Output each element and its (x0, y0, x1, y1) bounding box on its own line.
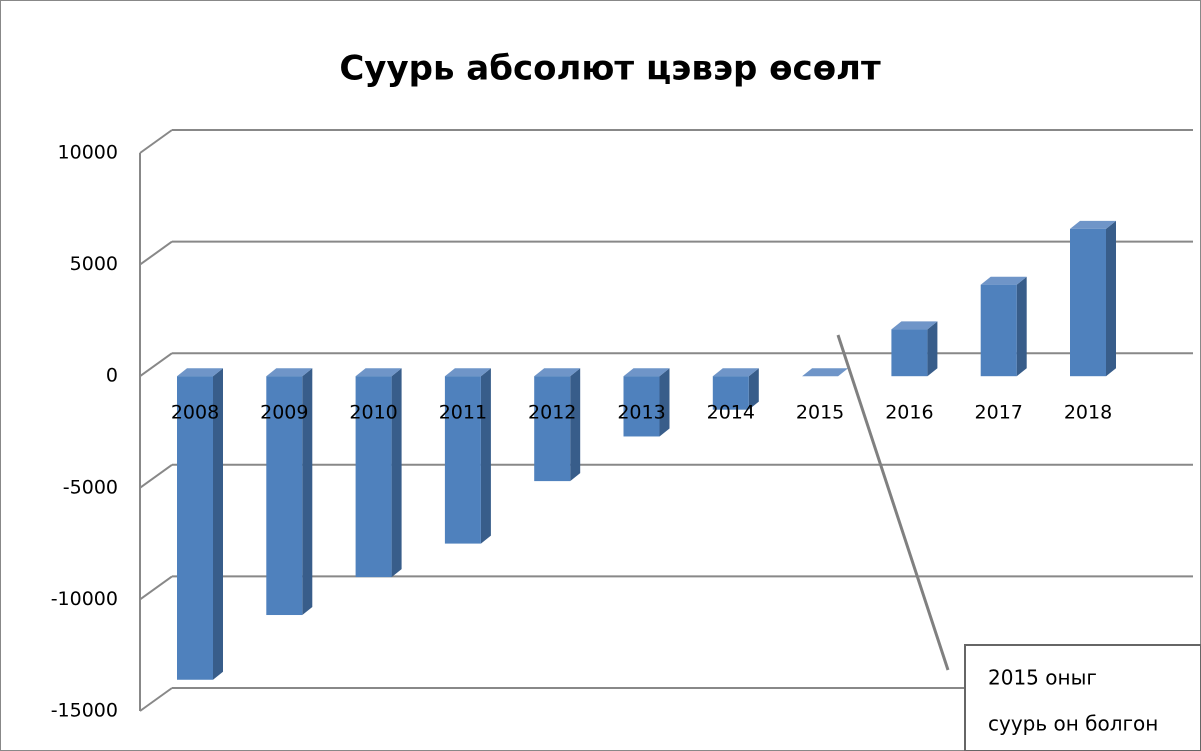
bar-face (1106, 220, 1116, 377)
bar (444, 368, 491, 544)
annotation-text: суурь он болгон (988, 712, 1158, 736)
y-tick-label: -5000 (63, 476, 118, 498)
bar (802, 368, 849, 377)
grid-line (139, 352, 173, 378)
x-tick-label: 2013 (617, 402, 665, 424)
x-tick-label: 2008 (171, 402, 219, 424)
x-tick-label: 2012 (528, 402, 576, 424)
grid-line (139, 687, 173, 712)
grid-line (139, 129, 173, 154)
grid-line (139, 463, 173, 489)
bar-face (266, 368, 313, 377)
bar (623, 368, 670, 437)
bar-face (480, 368, 491, 544)
bar-face (712, 376, 749, 410)
y-tick-label: 5000 (70, 253, 118, 275)
bar-face (659, 368, 670, 437)
annotation-text: 2015 оныг (988, 666, 1097, 690)
bar-face (177, 368, 223, 377)
x-tick-label: 2014 (707, 402, 755, 424)
bar-face (891, 329, 928, 377)
bar-face (570, 368, 581, 482)
bar-face (534, 376, 571, 482)
bar-face (355, 368, 402, 377)
annotation-line (836, 334, 950, 671)
bar-face (534, 368, 581, 377)
x-tick-label: 2017 (975, 402, 1023, 424)
bar (1070, 220, 1116, 377)
x-tick-label: 2010 (349, 402, 397, 424)
bar (177, 368, 223, 680)
bar-face (712, 368, 759, 377)
bar-face (1070, 220, 1116, 229)
x-tick-label: 2018 (1064, 402, 1112, 424)
grid-line (139, 575, 173, 601)
bar-face (748, 368, 759, 410)
y-tick-label: -15000 (51, 700, 118, 722)
bar-face (302, 368, 313, 616)
bar-face (891, 321, 938, 330)
bar (891, 321, 938, 377)
bar (534, 368, 581, 482)
bar-face (802, 368, 849, 377)
annotation-box (964, 644, 1201, 751)
bar (712, 368, 759, 410)
bar (355, 368, 402, 578)
x-tick-label: 2015 (796, 402, 844, 424)
y-tick-label: -10000 (51, 588, 118, 610)
bar-face (177, 376, 213, 680)
bar-face (980, 284, 1017, 377)
y-tick-label: 0 (106, 365, 118, 387)
bar-face (927, 321, 938, 377)
y-tick-label: 10000 (58, 142, 118, 164)
bar (266, 368, 313, 616)
bar-face (266, 376, 303, 616)
bar-face (444, 368, 491, 377)
bar-face (1070, 228, 1106, 377)
x-tick-label: 2009 (260, 402, 308, 424)
bar-face (623, 368, 670, 377)
bar-face (213, 368, 223, 680)
bar-face (1016, 276, 1027, 377)
bar-face (355, 376, 392, 578)
x-tick-label: 2016 (885, 402, 933, 424)
grid-line (139, 240, 173, 266)
x-tick-label: 2011 (439, 402, 487, 424)
bar-face (980, 276, 1027, 285)
bar-face (623, 376, 660, 437)
bar-face (444, 376, 481, 544)
bar (980, 276, 1027, 377)
bar-face (391, 368, 402, 578)
chart-title: Суурь абсолют цэвэр өсөлт (339, 49, 881, 89)
